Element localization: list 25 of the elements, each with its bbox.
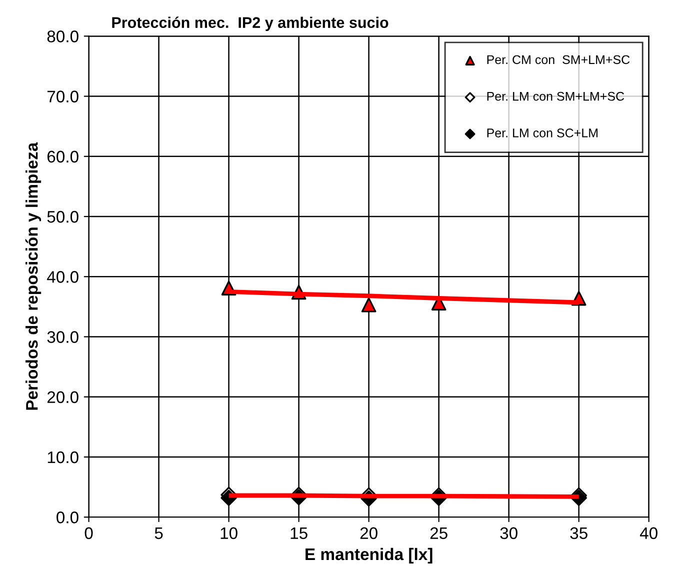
chart-title: Protección mec. IP2 y ambiente sucio: [112, 16, 388, 31]
x-tick-label: 0: [84, 527, 93, 540]
y-tick-label: 10.0: [48, 451, 78, 464]
legend-label: Per. LM con SM+LM+SC: [487, 92, 624, 101]
y-tick-label: 20.0: [47, 391, 78, 404]
y-tick-label: 70.0: [47, 90, 78, 102]
x-tick-label: 35: [570, 527, 588, 540]
y-tick-label: 40.0: [47, 271, 78, 283]
x-tick-label: 25: [430, 527, 448, 540]
x-tick-label: 10: [220, 527, 238, 540]
y-axis-title: Periodos de reposición y limpieza: [25, 142, 42, 410]
legend-label: Per. CM con SM+LM+SC: [487, 55, 630, 64]
x-tick-label: 5: [154, 527, 163, 540]
y-tick-label: 60.0: [47, 150, 78, 163]
y-tick-label: 0.0: [56, 512, 78, 524]
y-tick-label: 30.0: [47, 331, 78, 343]
x-tick-label: 15: [290, 527, 308, 540]
y-tick-label: 50.0: [47, 210, 78, 223]
point: [361, 297, 376, 312]
x-tick-label: 40: [640, 527, 658, 540]
legend-label: Per. LM con SC+LM: [487, 128, 598, 138]
y-tick-label: 80.0: [47, 30, 78, 42]
x-tick-label: 30: [500, 527, 518, 540]
x-tick-label: 20: [360, 527, 378, 540]
x-axis-title: E mantenida [lx]: [306, 548, 432, 564]
